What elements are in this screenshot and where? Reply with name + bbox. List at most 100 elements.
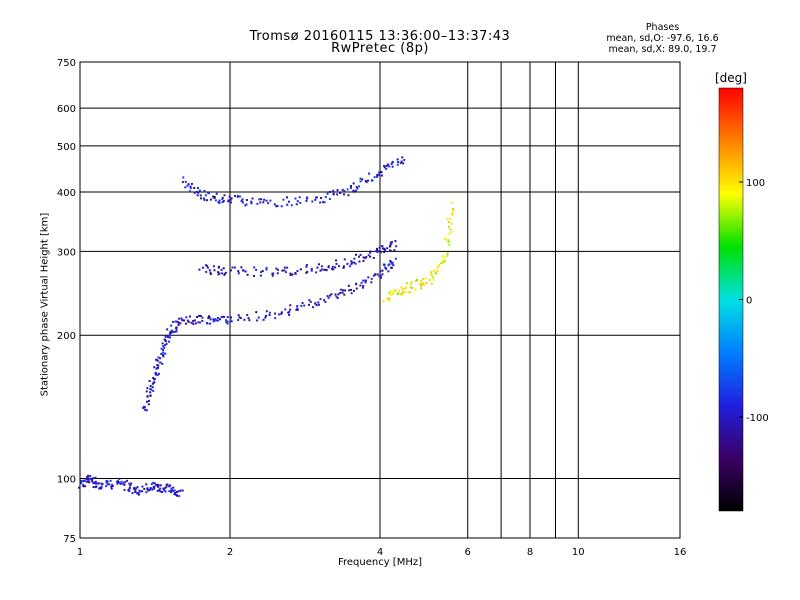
echo-point <box>163 489 166 492</box>
echo-point <box>161 362 164 365</box>
echo-point <box>388 297 391 300</box>
echo-point <box>403 158 406 161</box>
echo-point <box>134 490 137 493</box>
echo-point <box>186 184 189 187</box>
echo-point <box>145 409 148 412</box>
echo-point <box>271 274 274 277</box>
echo-point <box>222 199 225 202</box>
echo-point <box>203 189 206 192</box>
echo-point <box>316 266 319 269</box>
echo-point <box>444 256 447 259</box>
echo-point <box>207 192 210 195</box>
echo-point <box>181 489 184 492</box>
echo-point <box>230 197 233 200</box>
echo-point <box>362 279 365 282</box>
echo-point <box>138 490 141 493</box>
echo-point <box>289 304 292 307</box>
echo-point <box>415 280 418 283</box>
echo-point <box>218 201 221 204</box>
echo-point <box>224 271 227 274</box>
echo-point <box>135 487 138 490</box>
echo-point <box>208 269 211 272</box>
echo-point <box>185 316 188 319</box>
echo-point <box>276 272 279 275</box>
echo-point <box>315 271 318 274</box>
echo-point <box>347 194 350 197</box>
echo-point <box>338 265 341 268</box>
echo-point <box>328 197 331 200</box>
echo-point <box>289 308 292 311</box>
echo-point <box>199 321 202 324</box>
echo-point <box>212 320 215 323</box>
echo-point <box>448 232 451 235</box>
echo-point <box>393 249 396 252</box>
echo-point <box>450 222 453 225</box>
echo-point <box>209 322 212 325</box>
echo-point <box>296 305 299 308</box>
echo-point <box>343 293 346 296</box>
echo-point <box>421 283 424 286</box>
echo-point <box>308 299 311 302</box>
y-tick-label: 750 <box>57 58 76 69</box>
echo-point <box>310 267 313 270</box>
echo-point <box>237 272 240 275</box>
echo-point <box>177 490 180 493</box>
echo-point <box>390 242 393 245</box>
echo-point <box>153 366 156 369</box>
echo-point <box>386 297 389 300</box>
echo-point <box>392 291 395 294</box>
echo-point <box>420 284 423 287</box>
x-axis-ticks: 1 2 4 6 8 10 16 <box>77 547 687 558</box>
echo-point <box>91 480 94 483</box>
echo-point <box>375 249 378 252</box>
echo-point <box>390 162 393 165</box>
echo-point <box>194 322 197 325</box>
echo-point <box>446 254 449 257</box>
echo-point <box>82 483 85 486</box>
echo-point <box>391 292 394 295</box>
echo-point <box>260 271 263 274</box>
echo-point <box>360 281 363 284</box>
echo-point <box>369 255 372 258</box>
echo-point <box>359 180 362 183</box>
echo-point <box>352 289 355 292</box>
echo-point <box>376 250 379 253</box>
echo-point <box>384 267 387 270</box>
echo-point <box>350 263 353 266</box>
echo-point <box>352 189 355 192</box>
echo-point <box>241 198 244 201</box>
echo-point <box>327 266 330 269</box>
echo-point <box>212 195 215 198</box>
echo-point <box>147 399 150 402</box>
echo-point <box>447 225 450 228</box>
echo-point <box>225 321 228 324</box>
echo-point <box>283 269 286 272</box>
echo-point <box>381 269 384 272</box>
echo-point <box>303 304 306 307</box>
echo-point <box>385 164 388 167</box>
echo-point <box>145 491 148 494</box>
echo-point <box>222 267 225 270</box>
echo-point <box>350 260 353 263</box>
echo-point <box>394 257 397 260</box>
echo-point <box>442 261 445 264</box>
echo-point <box>405 282 408 285</box>
echo-point <box>156 359 159 362</box>
echo-point <box>401 156 404 159</box>
echo-point <box>305 199 308 202</box>
echo-point <box>154 371 157 374</box>
echo-point <box>410 282 413 285</box>
echo-point <box>172 486 175 489</box>
echo-point <box>242 269 245 272</box>
echo-point <box>233 266 236 269</box>
echo-point <box>387 163 390 166</box>
plot-frame <box>79 61 681 539</box>
echo-point <box>381 247 384 250</box>
echo-point <box>153 482 156 485</box>
echo-point <box>174 320 177 323</box>
echo-point <box>380 171 383 174</box>
echo-point <box>238 316 241 319</box>
echo-point <box>274 317 277 320</box>
echo-point <box>246 273 249 276</box>
echo-point <box>386 247 389 250</box>
